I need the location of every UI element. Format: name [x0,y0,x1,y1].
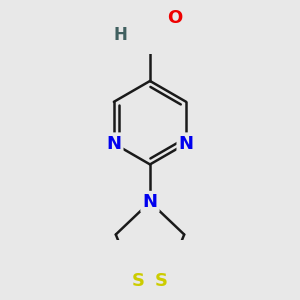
Text: H: H [113,26,127,44]
Text: S: S [155,272,168,290]
Text: N: N [178,135,194,153]
Text: N: N [142,193,158,211]
Text: O: O [167,8,183,26]
Text: S: S [132,272,145,290]
Text: N: N [106,135,122,153]
